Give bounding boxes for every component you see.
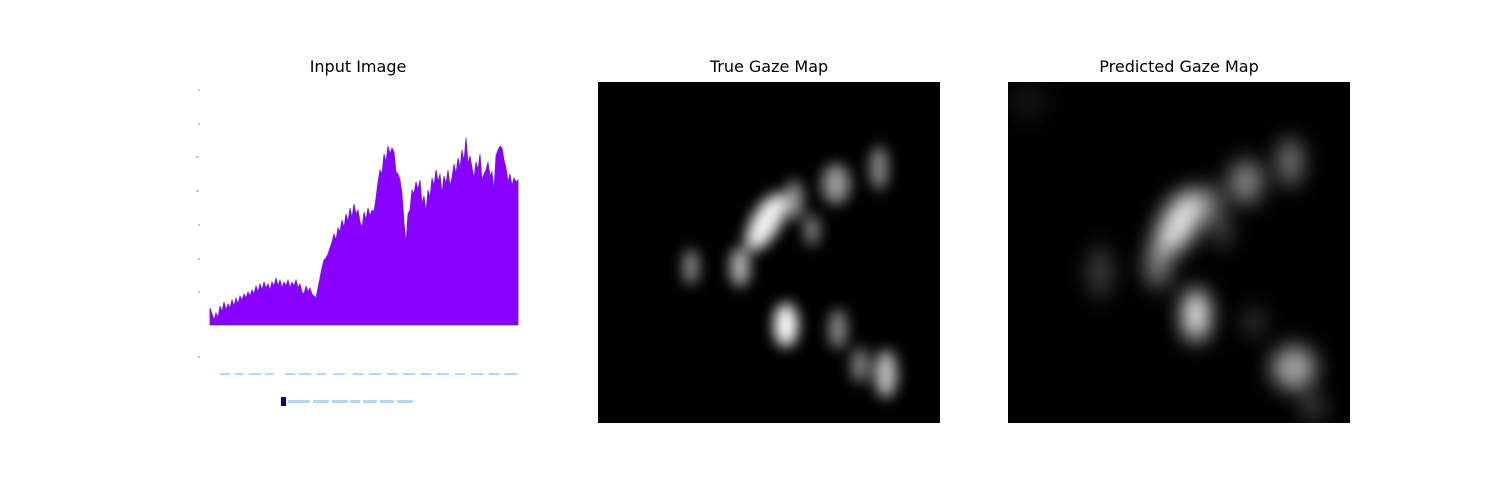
faint-xtick-labels: [220, 373, 517, 375]
predicted-gaze-heatmap: [1008, 82, 1350, 423]
input-image-title: Input Image: [309, 57, 407, 76]
predicted-gaze-blobs: [1010, 84, 1325, 419]
input-area-shape: [209, 137, 519, 326]
true-gaze-title: True Gaze Map: [709, 57, 829, 76]
input-image-panel: [187, 82, 529, 423]
true-gaze-blobs: [683, 146, 897, 398]
faint-axis-ticks: [196, 89, 200, 358]
true-gaze-map-panel: [598, 82, 940, 423]
faint-legend-text: [288, 400, 413, 403]
input-image-canvas: [187, 82, 529, 423]
predicted-gaze-title: Predicted Gaze Map: [1099, 57, 1259, 76]
true-gaze-heatmap: [598, 82, 940, 423]
legend-swatch: [281, 397, 286, 406]
predicted-gaze-map-panel: [1008, 82, 1350, 423]
